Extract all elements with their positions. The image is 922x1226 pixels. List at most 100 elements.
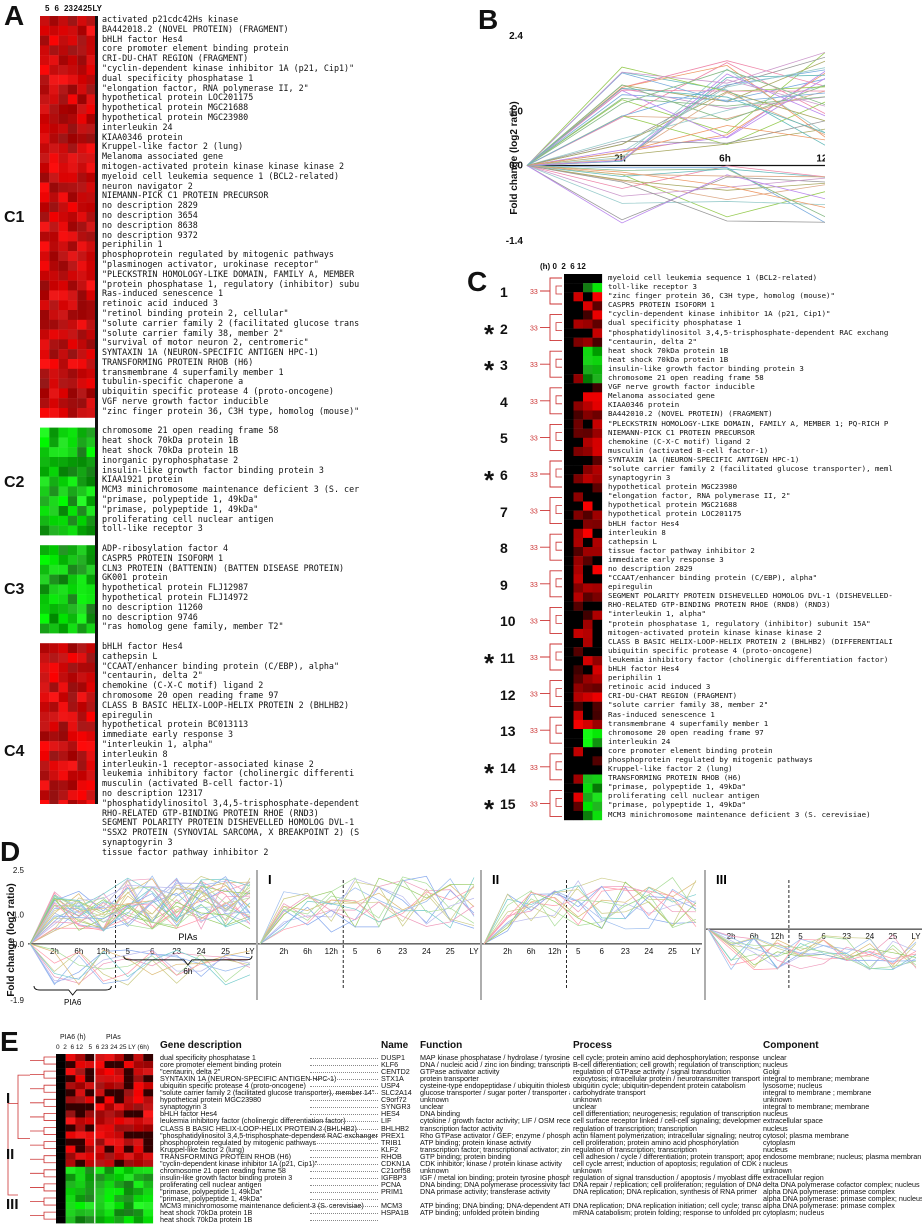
heat-cell <box>583 783 593 793</box>
heat-cell <box>49 300 59 311</box>
gene-label: hypothetical protein FLJ14972 <box>102 593 249 603</box>
heat-cell <box>573 638 584 648</box>
x-tick-label: 6h <box>719 153 731 164</box>
heat-cell <box>104 1117 115 1125</box>
gene-trace <box>29 943 251 986</box>
heat-cell <box>86 721 96 732</box>
gene-label: SEGMENT POLARITY PROTEIN DISHEVELLED HOM… <box>608 591 893 601</box>
cluster-number: 5 <box>500 430 508 447</box>
heat-cell <box>49 731 59 742</box>
heat-cell <box>85 1202 95 1210</box>
heat-cell <box>40 398 50 409</box>
dendro-branch <box>30 1113 56 1121</box>
heat-cell <box>77 408 87 418</box>
heat-cell <box>58 114 68 124</box>
col-name: Name <box>381 1040 409 1051</box>
heat-cell <box>583 674 593 684</box>
significance-star: * <box>484 757 495 788</box>
heat-cell <box>592 619 603 630</box>
heat-cell <box>564 419 574 429</box>
x-tick-label: LY <box>691 947 701 956</box>
gene-label: no description 2829 <box>102 201 198 211</box>
heat-cell <box>94 1180 105 1189</box>
heat-cell <box>58 672 68 683</box>
heat-cell <box>77 721 87 732</box>
heat-cell <box>86 368 96 379</box>
heat-cell <box>49 711 59 722</box>
heat-cell <box>58 398 68 409</box>
heat-cell <box>56 1089 66 1097</box>
heat-cell <box>58 457 68 467</box>
col-function: Function <box>420 1040 463 1051</box>
dendro-branch <box>540 533 562 561</box>
heat-cell <box>86 310 96 320</box>
gene-label: TRANSFORMING PROTEIN RHOB (H6) <box>102 357 254 367</box>
heat-cell <box>40 672 50 683</box>
heat-cell <box>40 437 50 448</box>
gene-description: "phosphatidylinositol 3,4,5-trisphosphat… <box>160 1130 378 1140</box>
heat-cell <box>75 1180 86 1189</box>
gene-process: DNA replication; DNA replication, synthe… <box>573 1186 758 1196</box>
heat-cell <box>592 355 603 366</box>
heat-cell <box>58 760 68 771</box>
heat-cell <box>58 476 68 487</box>
heat-cell <box>85 1152 95 1160</box>
heat-cell <box>49 800 59 804</box>
heat-cell <box>114 1075 124 1083</box>
gene-function: cysteine-type endopeptidase / ubiquitin … <box>420 1081 570 1091</box>
cluster-number: 6 <box>500 467 508 483</box>
heat-cell <box>40 427 50 438</box>
heat-cell <box>564 446 574 457</box>
heat-cell <box>583 328 593 338</box>
dendro-branch <box>30 1084 56 1093</box>
heat-cell <box>133 1061 144 1069</box>
heat-cell <box>56 1145 66 1153</box>
heat-cell <box>86 192 96 203</box>
gene-function: DNA / nucleic acid / zinc ion binding; t… <box>420 1060 570 1070</box>
gene-label: chemokine (C-X-C motif) ligand 2 <box>102 681 264 691</box>
heat-cell <box>40 104 50 115</box>
heat-cell <box>114 1152 124 1160</box>
dendro-score: 33 <box>530 545 538 552</box>
heat-cell <box>77 653 87 663</box>
heat-cell <box>75 1068 86 1076</box>
gene-label: retinoic acid induced 3 <box>608 682 711 692</box>
panel-a-cluster-bar <box>95 16 98 804</box>
gene-label: proliferating cell nuclear antigen <box>102 514 274 524</box>
gene-label: periphilin 1 <box>608 673 662 683</box>
heat-cell <box>58 231 68 242</box>
heat-cell <box>583 465 593 475</box>
gene-label: "solute carrier family 2 (facilitated gl… <box>102 318 360 328</box>
gene-label: no description 9746 <box>102 612 198 622</box>
gene-description: heat shock 70kDa protein 1B <box>160 1215 253 1225</box>
heat-cell <box>573 583 584 593</box>
heat-cell <box>58 270 68 281</box>
gene-label: phosphoprotein regulated by mitogenic pa… <box>608 754 813 764</box>
gene-label: synaptogyrin 3 <box>608 473 671 483</box>
heat-cell <box>77 153 87 164</box>
significance-star: * <box>484 648 495 678</box>
heat-cell <box>40 261 50 271</box>
heat-cell <box>86 280 96 291</box>
gene-component: unknown <box>763 1095 792 1105</box>
heat-cell <box>104 1089 115 1097</box>
heat-cell <box>40 525 50 536</box>
gene-function: unclear <box>420 1102 444 1112</box>
gene-label: interleukin 8 <box>102 749 168 759</box>
gene-label: BA442010.2 (NOVEL PROTEIN) (FRAGMENT) <box>608 409 773 419</box>
gene-trace <box>526 165 825 191</box>
heat-cell <box>114 1082 124 1090</box>
gene-name: KLF6 <box>381 1060 399 1070</box>
x-tick-label: 25 <box>668 947 677 956</box>
heat-cell <box>592 547 603 557</box>
heat-cell <box>58 555 68 565</box>
heat-cell <box>67 65 78 75</box>
heat-cell <box>67 623 78 634</box>
heat-cell <box>58 711 68 722</box>
heat-cell <box>40 251 50 262</box>
heat-cell <box>75 1152 86 1160</box>
heat-cell <box>592 328 603 338</box>
cluster-label: C2 <box>4 473 25 491</box>
heat-cell <box>65 1173 76 1182</box>
heat-cell <box>77 437 87 448</box>
